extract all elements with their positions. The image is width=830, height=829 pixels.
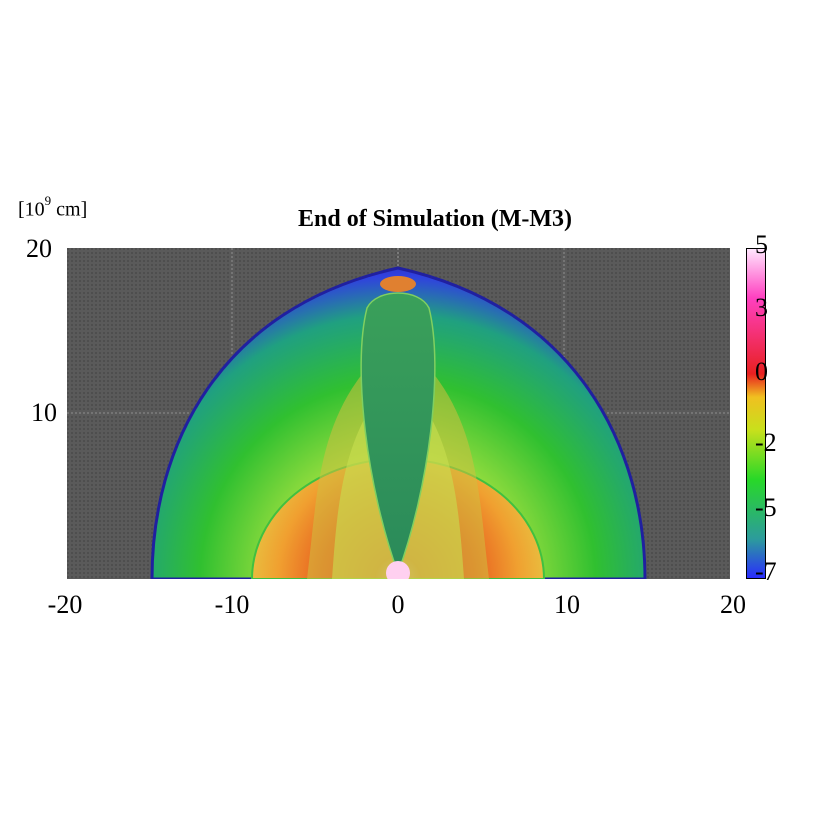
colorbar-tick-label: -2 (755, 428, 777, 457)
colorbar (746, 248, 766, 579)
unit-suffix: cm] (51, 198, 88, 221)
x-tick-label: -10 (214, 590, 250, 619)
y-tick-label: 10 (31, 398, 57, 427)
colorbar-tick-label: 5 (755, 230, 768, 259)
colorbar-tick-label: 3 (755, 293, 768, 322)
figure-title: End of Simulation (M-M3) (297, 206, 572, 232)
y-tick-label: 20 (26, 234, 52, 263)
colorbar-tick-label: -7 (755, 557, 777, 586)
x-tick-label: 20 (720, 590, 746, 619)
unit-base: [10 (18, 198, 45, 221)
x-tick-label: 0 (391, 590, 405, 619)
axis-unit-label: [109 cm] (18, 193, 88, 222)
x-tick-label: 10 (554, 590, 580, 619)
colorbar-tick-label: 0 (755, 357, 768, 386)
colorbar-tick-label: -5 (755, 493, 777, 522)
unit-exponent: 9 (44, 193, 52, 208)
simulation-density-map (67, 248, 730, 579)
x-tick-label: -20 (47, 590, 83, 619)
